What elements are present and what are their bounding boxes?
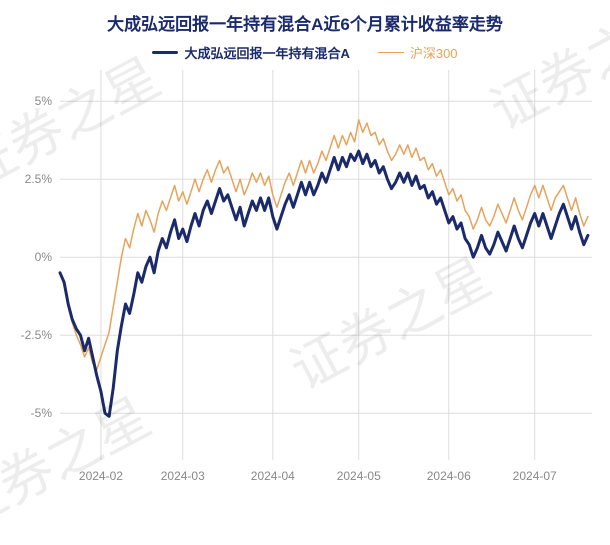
chart-area: -5% -2.5% 0% 2.5% 5% 2024-02 2024-03 2024-04 202… [0, 60, 610, 500]
svg-text:2024-02: 2024-02 [79, 469, 123, 483]
svg-text:2024-05: 2024-05 [337, 469, 381, 483]
svg-text:2024-06: 2024-06 [427, 469, 471, 483]
svg-text:0%: 0% [35, 250, 53, 264]
svg-text:2024-03: 2024-03 [161, 469, 205, 483]
line-chart-svg: -5% -2.5% 0% 2.5% 5% 2024-02 2024-03 2024-04 202… [0, 60, 610, 500]
svg-text:-5%: -5% [31, 406, 53, 420]
legend-swatch-a [152, 51, 178, 54]
svg-text:2024-04: 2024-04 [251, 469, 295, 483]
svg-text:2024-07: 2024-07 [513, 469, 557, 483]
svg-text:2.5%: 2.5% [25, 172, 53, 186]
svg-text:5%: 5% [35, 94, 53, 108]
legend-swatch-b [378, 52, 404, 54]
chart-title: 大成弘远回报一年持有混合A近6个月累计收益率走势 [0, 0, 610, 35]
svg-text:-2.5%: -2.5% [21, 328, 53, 342]
